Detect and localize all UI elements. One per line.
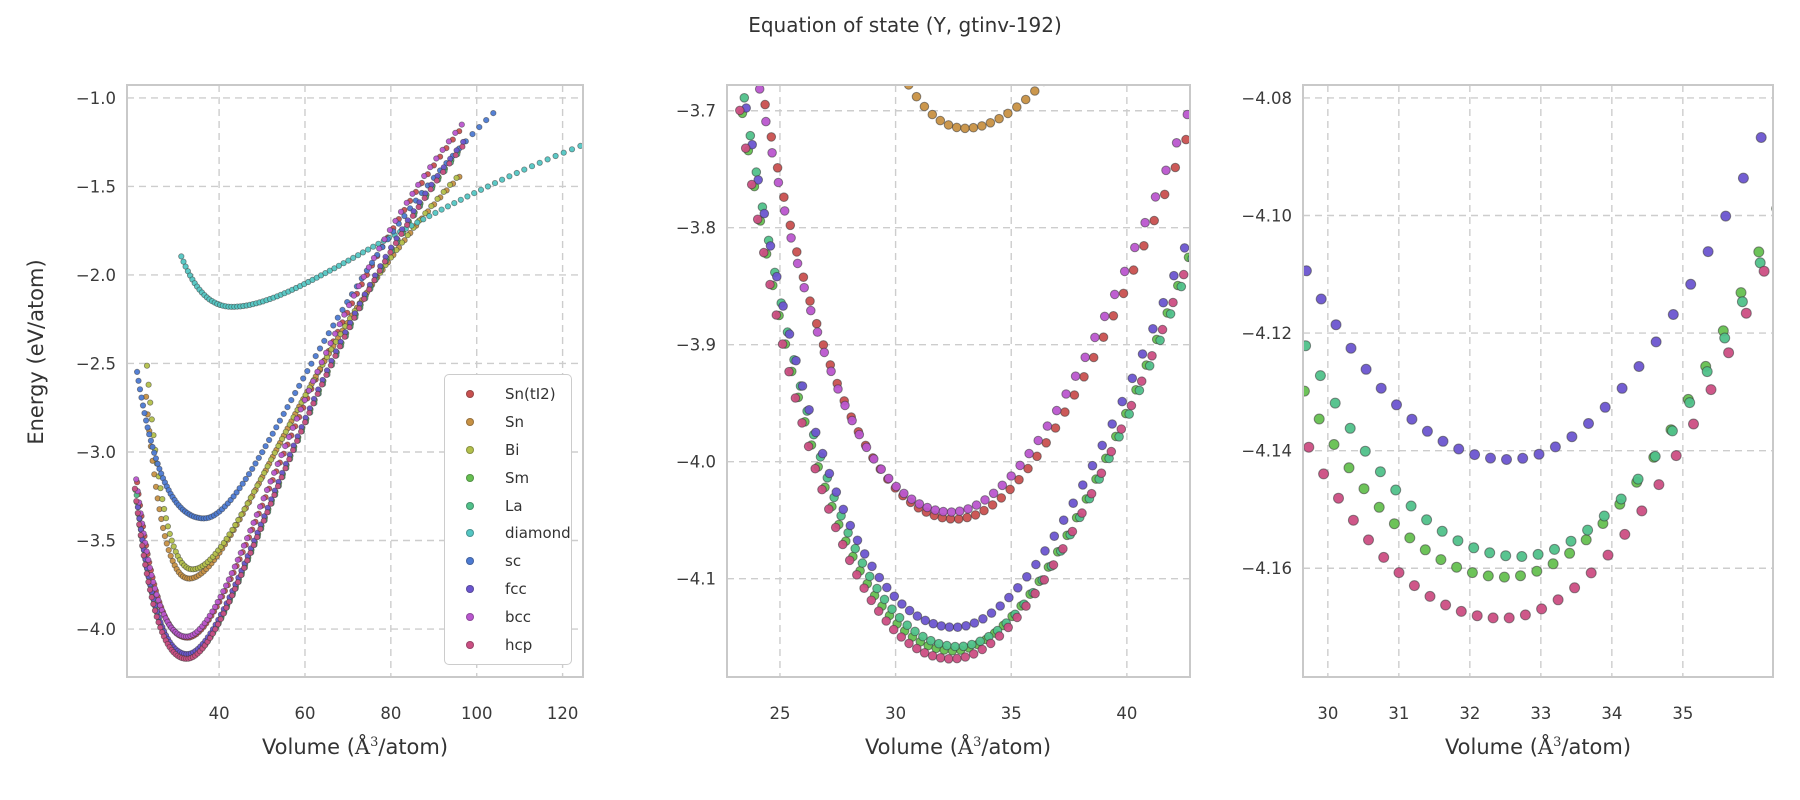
x-tick-label: 31: [1388, 704, 1409, 723]
tick-labels: 30 31 32 33 34 35 −4.08 −4.10 −4.12 −4.14 −4.16: [1241, 89, 1693, 723]
x-tick-label: 34: [1601, 704, 1622, 723]
tick-labels: 40 60 80 100 120 −1.0 −1.5 −2.0 −2.5 −3.0 −3.5 −4.0: [76, 89, 578, 723]
y-tick-label: −1.5: [76, 177, 116, 196]
series-la: [739, 93, 1190, 652]
y-tick-label: −4.0: [676, 453, 716, 472]
panel-3: 30 31 32 33 34 35 −4.08 −4.10 −4.12 −4.14 −4.16: [1241, 84, 1774, 723]
legend-marker-icon: [466, 613, 474, 622]
grid: [1303, 85, 1773, 677]
axes-spines: [1302, 84, 1774, 678]
series-hcp: [131, 143, 466, 662]
legend-marker-icon: [466, 529, 474, 538]
legend-item-sm: Sm: [445, 465, 571, 491]
series-bcc: [754, 85, 1190, 517]
panel-1-points: [131, 110, 583, 662]
series-sn-ti2-: [760, 99, 1190, 524]
axes-spines: [726, 84, 1191, 678]
tick-labels: 25 30 35 40 −3.7 −3.8 −3.9 −4.0 −4.1: [676, 102, 1137, 723]
y-tick-label: −4.16: [1241, 559, 1292, 578]
series-hcp: [1303, 265, 1770, 624]
y-tick-label: −4.14: [1241, 442, 1292, 461]
legend-marker-icon: [466, 641, 474, 650]
y-tick-label: −4.10: [1241, 207, 1292, 226]
series-sc: [134, 110, 497, 522]
x-tick-label: 32: [1459, 704, 1480, 723]
x-tick-label: 40: [1116, 704, 1137, 723]
panel-2-points: [735, 85, 1190, 664]
series-fcc: [741, 103, 1190, 633]
x-tick-label: 40: [209, 704, 230, 723]
legend-label: Sn: [505, 412, 525, 431]
legend-marker-icon: [466, 473, 474, 482]
y-axis-label: Energy (eV/atom): [24, 259, 48, 445]
grid: [727, 85, 1190, 677]
legend-marker-icon: [466, 445, 474, 454]
series-sn: [903, 85, 1048, 134]
y-tick-label: −2.0: [76, 266, 116, 285]
legend-label: fcc: [505, 580, 527, 599]
y-tick-label: −4.0: [76, 620, 116, 639]
y-tick-label: −4.1: [676, 570, 716, 589]
series-sm: [737, 108, 1190, 656]
legend-label: Bi: [505, 440, 520, 459]
legend-marker-icon: [466, 557, 474, 566]
y-tick-label: −3.5: [76, 532, 116, 551]
y-tick-label: −3.7: [676, 102, 716, 121]
y-tick-label: −3.9: [676, 336, 716, 355]
series-hcp: [735, 105, 1189, 664]
y-tick-label: −1.0: [76, 89, 116, 108]
x-axis-label-panel3: Volume (Å3/atom): [1444, 735, 1632, 759]
legend-label: Sn(tI2): [505, 384, 556, 403]
y-tick-label: −3.8: [676, 219, 716, 238]
legend-label: bcc: [505, 608, 532, 627]
legend-box: Sn(tI2) Sn Bi Sm La diamond sc fcc bcc hcp: [444, 374, 572, 665]
axes-spines: [126, 84, 584, 678]
y-tick-label: −3.0: [76, 443, 116, 462]
legend-item-sn-ti2-: Sn(tI2): [445, 381, 571, 407]
legend-marker-icon: [466, 585, 474, 594]
x-axis-label-panel1: Volume (Å3/atom): [261, 735, 449, 759]
panel-3-points: [1303, 132, 1773, 624]
series-bcc: [133, 121, 465, 640]
legend-marker-icon: [466, 389, 474, 398]
x-tick-label: 35: [1672, 704, 1693, 723]
legend-item-hcp: hcp: [445, 632, 571, 658]
legend-item-la: La: [445, 493, 571, 519]
x-tick-label: 30: [885, 704, 906, 723]
x-tick-label: 35: [1001, 704, 1022, 723]
legend-item-fcc: fcc: [445, 576, 571, 602]
series-la: [1303, 257, 1766, 562]
x-tick-label: 80: [380, 704, 401, 723]
x-tick-label: 120: [547, 704, 579, 723]
legend-item-bcc: bcc: [445, 604, 571, 630]
figure-title: Equation of state (Y, gtinv-192): [748, 13, 1062, 37]
x-tick-label: 60: [294, 704, 315, 723]
x-tick-label: 30: [1317, 704, 1338, 723]
x-tick-label: 100: [461, 704, 493, 723]
legend-item-diamond: diamond: [445, 520, 571, 546]
legend-label: La: [505, 496, 523, 515]
legend-label: hcp: [505, 636, 533, 655]
legend-item-sn: Sn: [445, 409, 571, 435]
legend-marker-icon: [466, 501, 474, 510]
legend-marker-icon: [466, 417, 474, 426]
x-tick-label: 25: [769, 704, 790, 723]
y-tick-label: −2.5: [76, 354, 116, 373]
x-tick-label: 33: [1530, 704, 1551, 723]
x-axis-label-panel2: Volume (Å3/atom): [864, 735, 1052, 759]
panel-2: 25 30 35 40 −3.7 −3.8 −3.9 −4.0 −4.1: [676, 84, 1191, 723]
legend-item-sc: sc: [445, 548, 571, 574]
panel-1: 40 60 80 100 120 −1.0 −1.5 −2.0 −2.5 −3.0 −3.5 −4.0: [76, 84, 584, 723]
series-fcc: [1303, 132, 1767, 465]
legend-label: sc: [505, 552, 522, 571]
legend-item-bi: Bi: [445, 437, 571, 463]
legend-label: diamond: [505, 524, 571, 543]
legend-label: Sm: [505, 468, 530, 487]
y-tick-label: −4.12: [1241, 324, 1292, 343]
y-tick-label: −4.08: [1241, 89, 1292, 108]
series-diamond: [178, 142, 583, 310]
